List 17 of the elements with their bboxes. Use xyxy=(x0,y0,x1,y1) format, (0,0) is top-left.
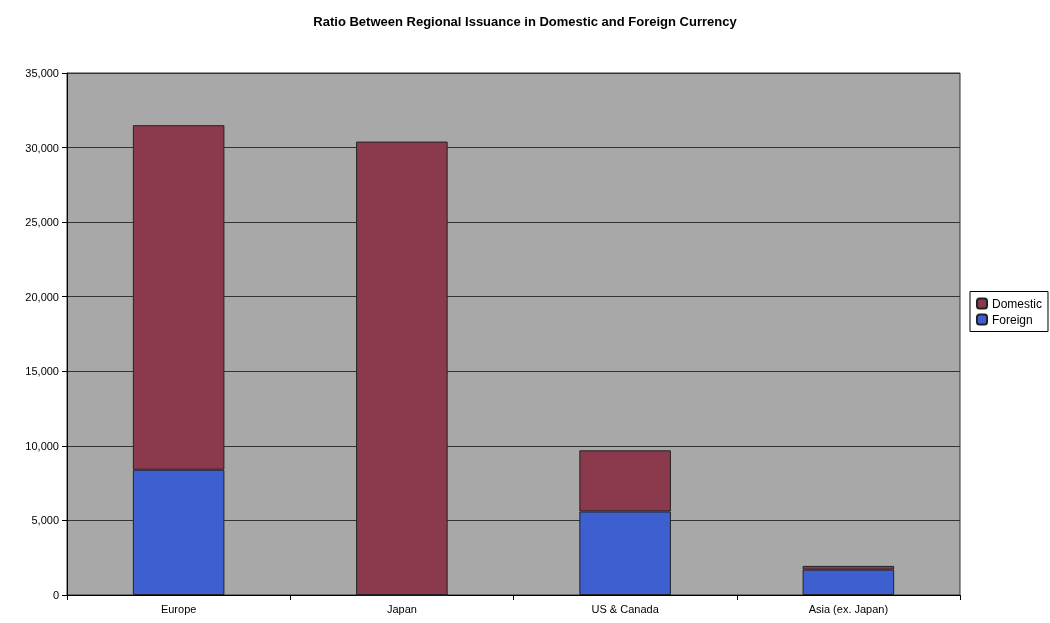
x-tick-label: Asia (ex. Japan) xyxy=(808,602,889,615)
x-tick-label: Japan xyxy=(386,602,417,615)
bar xyxy=(356,141,448,595)
y-tick-label: 25,000 xyxy=(25,216,59,229)
y-tick-label: 0 xyxy=(52,589,59,601)
legend-label: Domestic xyxy=(991,296,1043,311)
x-tick-label: US & Canada xyxy=(591,602,660,615)
legend-label: Foreign xyxy=(991,312,1033,327)
y-tick-label: 10,000 xyxy=(25,439,59,452)
chart-title: Ratio Between Regional Issuance in Domestic and Foreign Currency xyxy=(313,14,738,29)
y-tick-label: 5,000 xyxy=(31,514,59,527)
y-tick-label: 20,000 xyxy=(25,290,59,303)
y-tick-label: 30,000 xyxy=(25,141,59,154)
x-tick-label: Europe xyxy=(160,602,197,615)
y-tick-label: 15,000 xyxy=(25,365,59,378)
y-tick-label: 35,000 xyxy=(25,67,59,79)
bar xyxy=(802,569,895,595)
